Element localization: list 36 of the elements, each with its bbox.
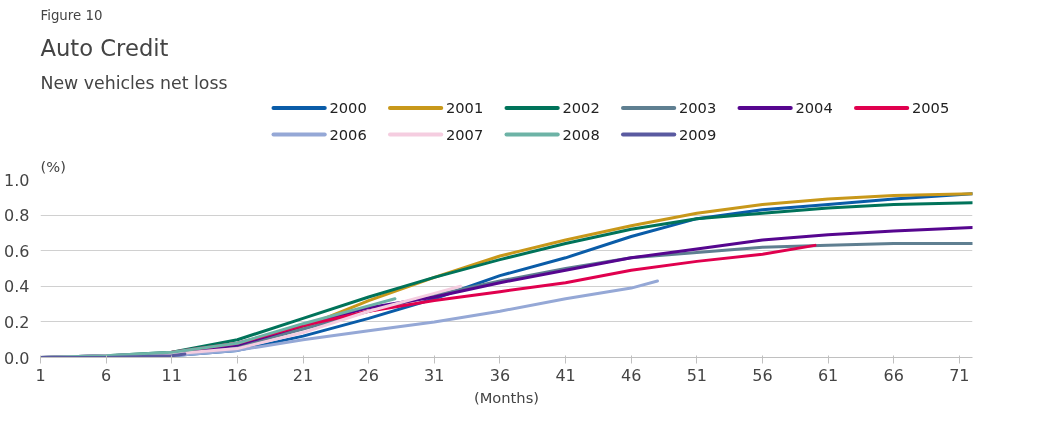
x-tick-label: 26 — [358, 365, 379, 385]
legend-label: 2008 — [562, 125, 600, 143]
x-tick-label: 1 — [35, 365, 46, 385]
x-tick-label: 6 — [101, 365, 112, 385]
x-axis-title: (Months) — [474, 388, 540, 406]
x-tick-label: 31 — [424, 365, 445, 385]
x-tick-label: 41 — [555, 365, 576, 385]
y-tick-label: 1.0 — [4, 170, 30, 190]
x-tick-label: 51 — [686, 365, 708, 385]
legend-label: 2004 — [795, 99, 833, 117]
x-tick-label: 16 — [227, 365, 248, 385]
y-tick-label: 0.8 — [4, 206, 30, 226]
legend-label: 2009 — [678, 125, 717, 143]
y-tick-label: 0.0 — [4, 348, 30, 368]
legend-label: 2001 — [445, 99, 484, 117]
x-tick-label: 46 — [621, 365, 642, 385]
y-tick-label: 0.6 — [4, 241, 30, 261]
legend-label: 2005 — [911, 99, 950, 117]
x-tick-label: 66 — [883, 365, 904, 385]
x-tick-label: 21 — [292, 365, 314, 385]
chart-title: Auto Credit — [40, 34, 169, 61]
x-tick-label: 11 — [161, 365, 182, 385]
x-tick-label: 56 — [752, 365, 773, 385]
chart-subtitle: New vehicles net loss — [40, 72, 228, 93]
legend-label: 2003 — [678, 99, 717, 117]
y-axis-title: (%) — [40, 157, 66, 175]
legend-label: 2006 — [329, 125, 367, 143]
x-tick-label: 36 — [489, 365, 511, 385]
y-tick-label: 0.4 — [4, 277, 30, 297]
legend-label: 2002 — [562, 99, 600, 117]
legend-label: 2007 — [445, 125, 484, 143]
y-tick-label: 0.2 — [4, 312, 30, 332]
x-tick-label: 61 — [817, 365, 839, 385]
legend-label: 2000 — [329, 99, 367, 117]
caption: Figure 10 — [40, 7, 103, 23]
x-tick-label: 71 — [949, 365, 970, 385]
